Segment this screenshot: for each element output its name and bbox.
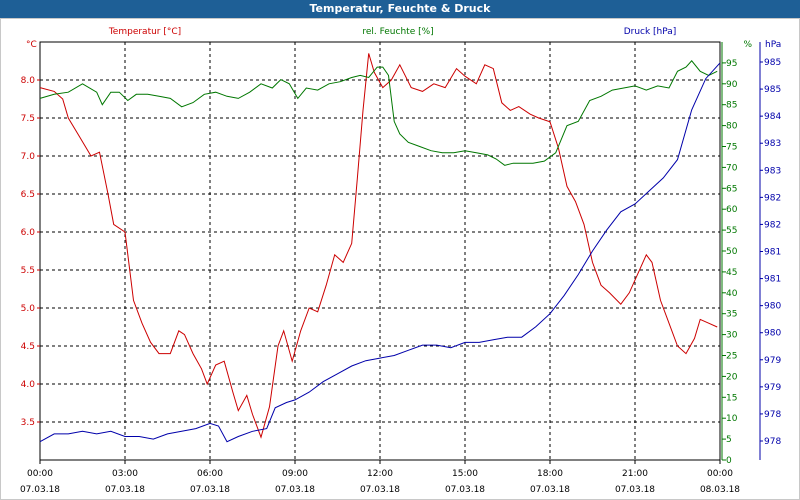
pressure-unit-label: hPa	[765, 40, 781, 50]
pressure-tick-label: 985	[764, 85, 781, 95]
x-tick-time-label: 00:00	[707, 469, 733, 479]
x-tick-time-label: 06:00	[197, 469, 223, 479]
pressure-tick-label: 978	[764, 410, 781, 420]
humidity-tick-label: 35	[726, 310, 737, 320]
pressure-tick-label: 984	[764, 112, 781, 122]
humidity-tick-label: 10	[726, 414, 738, 424]
legend-temperature: Temperatur [°C]	[108, 27, 181, 37]
pressure-tick-label: 982	[764, 220, 781, 230]
grid-layer	[40, 42, 720, 460]
temperature-tick-label: 4.0	[21, 380, 36, 390]
x-tick-time-label: 15:00	[452, 469, 478, 479]
pressure-tick-label: 979	[764, 383, 781, 393]
x-tick-time-label: 21:00	[622, 469, 648, 479]
humidity-tick-label: 60	[726, 205, 738, 215]
humidity-tick-label: 85	[726, 101, 737, 111]
humidity-tick-label: 5	[726, 435, 732, 445]
series-layer	[39, 53, 721, 443]
humidity-tick-label: 50	[726, 247, 738, 257]
temperature-tick-label: 3.5	[21, 418, 35, 428]
pressure-tick-label: 980	[764, 329, 781, 339]
x-tick-time-label: 18:00	[537, 469, 563, 479]
humidity-tick-label: 70	[726, 163, 738, 173]
pressure-tick-label: 985	[764, 58, 781, 68]
humidity-tick-label: 40	[726, 289, 738, 299]
x-tick-date-label: 07.03.18	[360, 485, 400, 495]
temperature-tick-label: 5.5	[21, 266, 35, 276]
x-tick-date-label: 07.03.18	[275, 485, 315, 495]
pressure-tick-label: 981	[764, 248, 781, 258]
humidity-tick-label: 15	[726, 393, 737, 403]
pressure-tick-label: 979	[764, 356, 781, 366]
x-tick-date-label: 07.03.18	[20, 485, 60, 495]
x-tick-time-label: 03:00	[112, 469, 138, 479]
humidity-unit-label: %	[743, 40, 752, 50]
pressure-tick-label: 983	[764, 166, 781, 176]
pressure-tick-label: 981	[764, 275, 781, 285]
humidity-tick-label: 75	[726, 143, 737, 153]
pressure-tick-label: 980	[764, 302, 781, 312]
axes-layer	[37, 41, 763, 464]
x-tick-time-label: 09:00	[282, 469, 308, 479]
temperature-tick-label: 5.0	[21, 304, 36, 314]
x-tick-time-label: 00:00	[27, 469, 53, 479]
window-title: Temperatur, Feuchte & Druck	[309, 2, 491, 15]
pressure-series-line	[39, 62, 721, 443]
humidity-series-line	[39, 60, 718, 166]
humidity-tick-label: 20	[726, 372, 738, 382]
humidity-tick-label: 65	[726, 184, 737, 194]
x-tick-date-label: 07.03.18	[105, 485, 145, 495]
humidity-tick-label: 45	[726, 268, 737, 278]
humidity-tick-label: 90	[726, 80, 738, 90]
humidity-tick-label: 30	[726, 331, 738, 341]
x-tick-date-label: 08.03.18	[700, 485, 740, 495]
temperature-tick-label: 6.0	[21, 228, 36, 238]
humidity-tick-label: 55	[726, 226, 737, 236]
legend-pressure: Druck [hPa]	[624, 27, 677, 37]
pressure-tick-label: 982	[764, 193, 781, 203]
x-tick-date-label: 07.03.18	[530, 485, 570, 495]
temperature-tick-label: 8.0	[21, 76, 36, 86]
temperature-tick-label: 7.0	[21, 152, 36, 162]
humidity-tick-label: 25	[726, 352, 737, 362]
pressure-tick-label: 978	[764, 437, 781, 447]
humidity-tick-label: 95	[726, 59, 737, 69]
x-tick-date-label: 07.03.18	[445, 485, 485, 495]
x-tick-date-label: 07.03.18	[190, 485, 230, 495]
temperature-tick-label: 6.5	[21, 190, 35, 200]
x-tick-date-label: 07.03.18	[615, 485, 655, 495]
label-layer: 00:00 07.03.18 03:00 07.03.18 06:00 07.03.18 0…	[20, 27, 781, 495]
temperature-tick-label: 7.5	[21, 114, 35, 124]
humidity-tick-label: 80	[726, 122, 738, 132]
legend-humidity: rel. Feuchte [%]	[362, 27, 433, 37]
humidity-tick-label: 0	[726, 456, 732, 466]
window-title-bar: Temperatur, Feuchte & Druck	[0, 0, 800, 18]
temperature-unit-label: °C	[26, 40, 37, 50]
temperature-tick-label: 4.5	[21, 342, 35, 352]
temperature-series-line	[39, 53, 718, 439]
pressure-tick-label: 983	[764, 139, 781, 149]
x-tick-time-label: 12:00	[367, 469, 393, 479]
